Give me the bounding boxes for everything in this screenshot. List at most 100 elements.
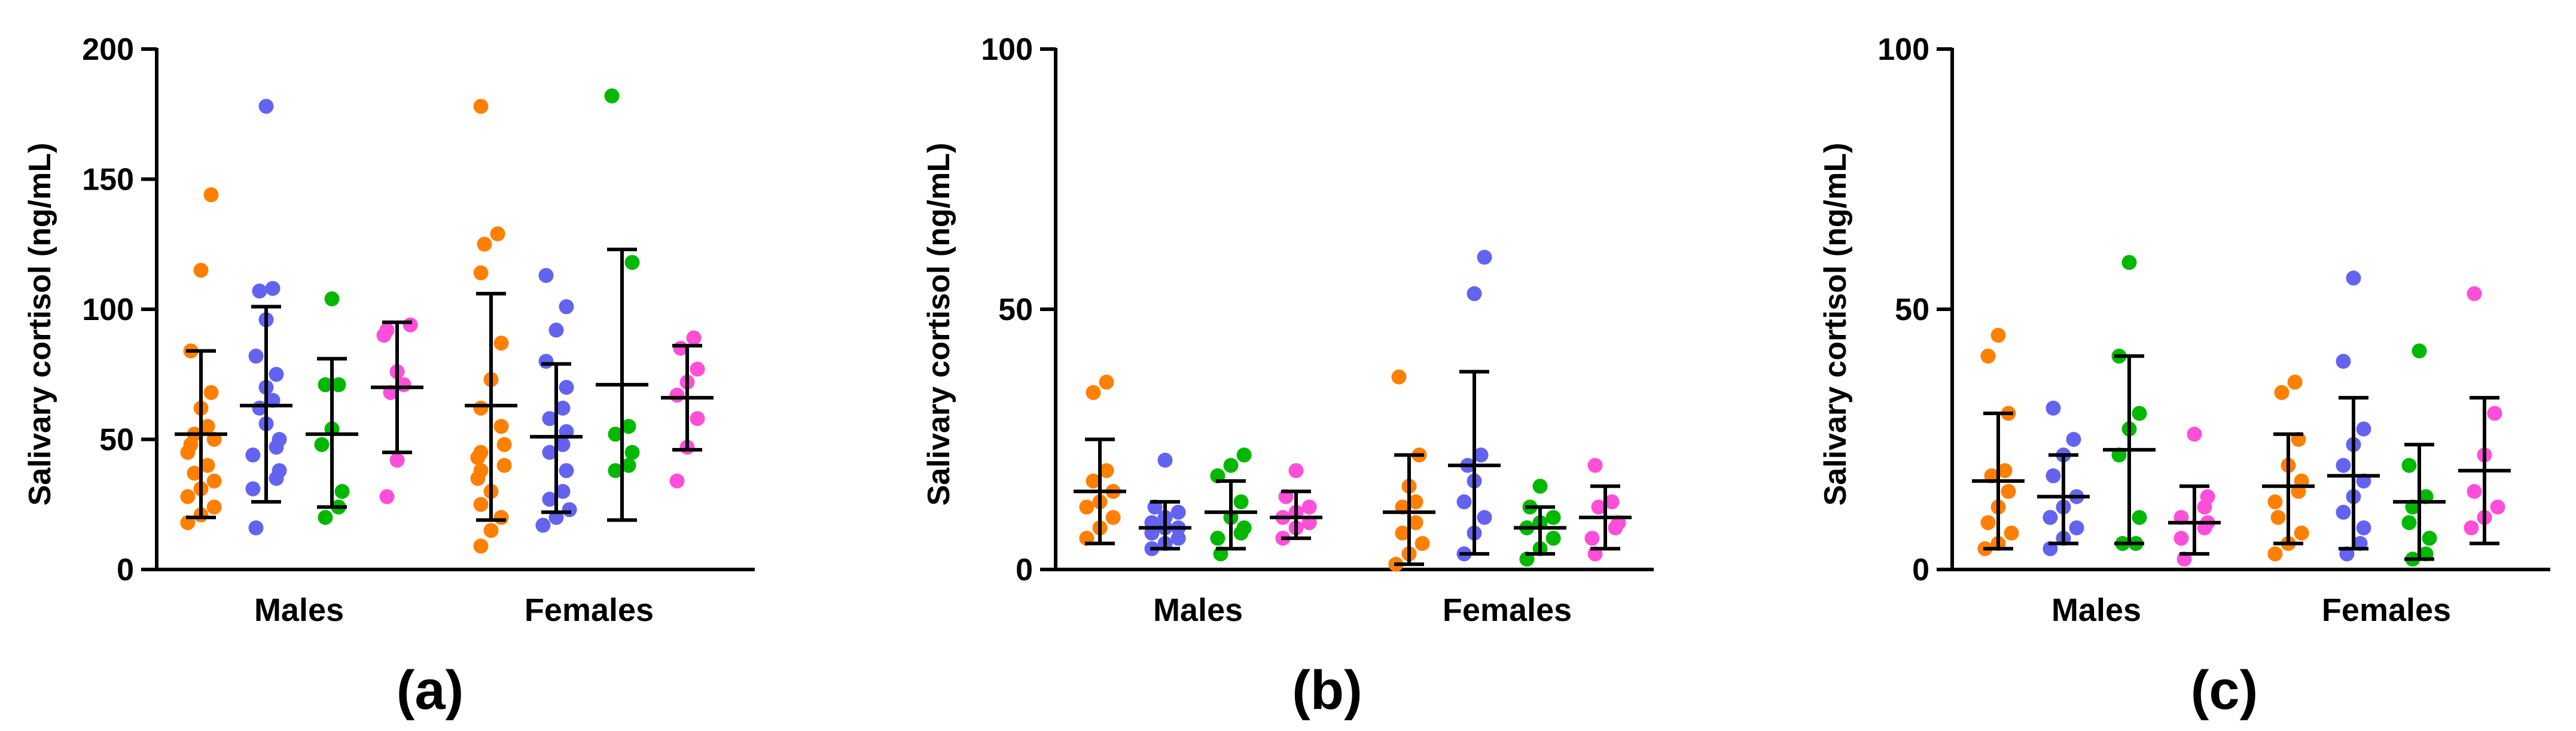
- panel-c-group4-females-point: [2464, 520, 2479, 535]
- panel-a-group2-females-point: [538, 354, 554, 369]
- panel-c-group4-females-point: [2490, 499, 2505, 515]
- panel-a-group1-females-point: [473, 265, 489, 281]
- panel-c-group4-males-point: [2187, 427, 2202, 442]
- panel-b-group1-females-point: [1408, 494, 1423, 510]
- panel-a-group2-females-point: [538, 267, 554, 283]
- panel-c-group3-females-point: [2422, 531, 2437, 546]
- panel-a-group4-females-point: [686, 330, 702, 346]
- panel-b-group3-females-point: [1532, 479, 1548, 494]
- panel-a-group1-males-point: [193, 263, 209, 278]
- panel-a-group1-females-point: [493, 336, 509, 351]
- panel-b-category-label-females: Females: [1443, 592, 1572, 628]
- panel-a-group2-males-point: [269, 440, 284, 455]
- panel-a-group3-males-point: [334, 484, 350, 499]
- panel-a-group2-females-point: [542, 411, 557, 427]
- panel-a-group4-males-point: [379, 489, 395, 504]
- panel-a-group1-males-point: [206, 473, 222, 489]
- panel-a-group3-males-point: [318, 510, 333, 525]
- panel-a-group2-females-point: [535, 517, 551, 533]
- panel-b-group2-females-point: [1467, 286, 1482, 301]
- panel-a-group3-males-point: [331, 377, 346, 392]
- panel-c-group2-females-point: [2336, 354, 2351, 369]
- panel-b-group1-males-point: [1099, 463, 1114, 479]
- panel-b-y-tick-label: 50: [998, 293, 1033, 327]
- panel-a-group3-males-point: [314, 437, 330, 452]
- panel-b-category-label-males: Males: [1153, 592, 1243, 628]
- panel-c-group1-females-point: [2270, 510, 2286, 525]
- panel-a-group3-females-point: [621, 419, 636, 434]
- panel-a-category-label-females: Females: [525, 592, 654, 628]
- panel-b-group4-males-point: [1288, 463, 1304, 479]
- panel-c-group3-males-point: [2132, 406, 2147, 421]
- panel-c-label: (c): [2191, 660, 2258, 721]
- panel-b-group3-females-point: [1545, 531, 1561, 546]
- panel-a-group3-males-point: [318, 377, 333, 392]
- panel-a-group2-females-point: [555, 484, 571, 499]
- panel-b-group2-males-point: [1170, 531, 1186, 546]
- panel-b-group1-females-point: [1408, 515, 1423, 531]
- panel-a-group2-females-point: [555, 400, 571, 416]
- panel-a-group2-females-point: [555, 437, 571, 452]
- panel-c-group1-females-point: [2267, 546, 2283, 562]
- panel-c-group3-females-point: [2401, 458, 2417, 473]
- panel-b-group2-females-point: [1473, 447, 1489, 463]
- panel-b-label: (b): [1292, 660, 1362, 721]
- panel-c-group1-males-point: [1980, 348, 1996, 364]
- panel-a-group3-females-point: [624, 444, 640, 460]
- panel-b-group1-males-point: [1086, 473, 1101, 489]
- panel-a-group2-females-point: [559, 299, 574, 315]
- panel-a-group1-females-point: [496, 458, 512, 473]
- panel-a-group2-males-point: [245, 481, 261, 497]
- panel-b-group4-males-point: [1301, 499, 1317, 515]
- panel-a-group2-females-point: [562, 502, 577, 517]
- panel-a-group1-females-point: [477, 236, 492, 252]
- panel-b-group1-males-point: [1105, 510, 1121, 525]
- panel-c-group1-females-point: [2274, 385, 2290, 400]
- panel-c-category-label-males: Males: [2051, 592, 2141, 628]
- panel-a-group3-females-point: [604, 88, 620, 103]
- panel-a-group2-males-point: [245, 447, 261, 463]
- panel-c-group3-females-point: [2412, 343, 2427, 359]
- panel-a-group4-females-point: [690, 361, 705, 377]
- panel-a-group2-males-point: [248, 348, 264, 364]
- panel-c-group2-males-point: [2045, 400, 2061, 416]
- panel-c-y-tick-label: 0: [1912, 553, 1929, 587]
- panel-b-group3-males-point: [1233, 494, 1249, 510]
- panel-a-group1-males-point: [200, 419, 215, 434]
- panel-c-group4-females-point: [2487, 406, 2502, 421]
- panel-a-group1-males-point: [203, 187, 219, 203]
- panel-c-group2-males-point: [2045, 468, 2061, 483]
- panel-a-y-tick-label: 150: [82, 163, 134, 197]
- panel-a-group1-males-point: [203, 385, 219, 400]
- panel-c-group1-males-point: [1990, 328, 2006, 343]
- panel-a-group1-females-point: [470, 450, 486, 465]
- panel-b-group2-males-point: [1170, 504, 1186, 520]
- panel-c-y-axis-label: Salivary cortisol (ng/mL): [1818, 143, 1853, 506]
- panel-b-group1-females-point: [1395, 525, 1410, 541]
- panel-a-group3-females-point: [608, 427, 623, 442]
- panel-c-group4-females-point: [2467, 286, 2482, 301]
- panel-a-group1-males-point: [200, 458, 215, 473]
- panel-b-group4-females-point: [1587, 458, 1603, 473]
- panel-b-group2-females-point: [1477, 249, 1492, 265]
- panel-a-y-tick-label: 50: [99, 423, 134, 458]
- panel-b-group3-males-point: [1233, 525, 1249, 541]
- panel-a-group3-females-point: [624, 255, 640, 270]
- panel-c-group3-females-point: [2401, 515, 2417, 531]
- panel-a-group1-females-point: [493, 510, 509, 525]
- panel-c-group4-females-point: [2467, 484, 2482, 499]
- panel-c-group2-females-point: [2356, 520, 2371, 535]
- panel-b-group2-females-point: [1477, 510, 1492, 525]
- panel-a-group2-males-point: [248, 520, 264, 535]
- panel-b-group3-males-point: [1223, 458, 1239, 473]
- panel-b-group2-males-point: [1157, 452, 1173, 468]
- panel-a-y-tick-label: 200: [82, 32, 134, 67]
- panel-a-group1-females-point: [473, 538, 489, 554]
- panel-c-category-label-females: Females: [2322, 592, 2451, 628]
- panel-c-group2-females-point: [2336, 504, 2351, 520]
- panel-b-group4-females-point: [1591, 499, 1606, 515]
- panel-b-group4-females-point: [1604, 494, 1620, 510]
- panel-c-group2-females-point: [2346, 270, 2361, 286]
- panel-b-y-tick-label: 100: [981, 32, 1033, 67]
